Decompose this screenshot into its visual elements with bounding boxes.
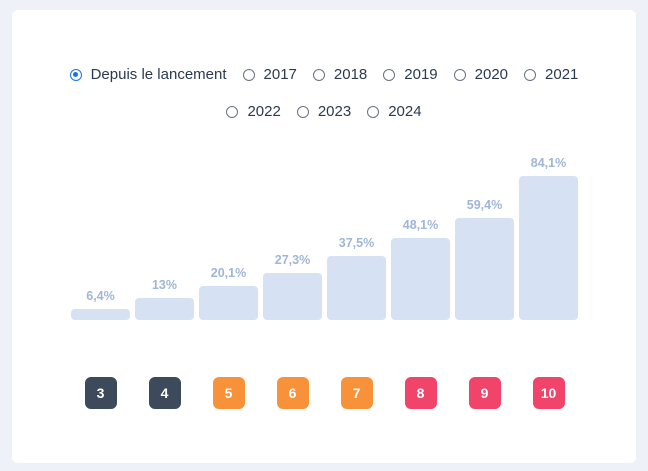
bar-value-label: 48,1% [402,217,439,232]
radio-2022[interactable]: 2022 [226,103,281,120]
radio-button-icon[interactable] [367,105,380,118]
radio-2021[interactable]: 2021 [524,66,578,83]
radio-label: Depuis le lancement [90,66,227,83]
category-badge-8: 8 [404,377,437,409]
radio-button-icon[interactable] [242,68,255,81]
period-radio-group-row-2: 2022 2023 2024 [0,103,648,120]
radio-2020[interactable]: 2020 [453,66,509,83]
category-badge-7: 7 [340,377,373,409]
radio-2019[interactable]: 2019 [383,66,438,83]
category-badge-9: 9 [468,377,501,409]
radio-button-icon[interactable] [296,105,309,118]
radio-button-icon[interactable] [69,68,82,81]
radio-2018[interactable]: 2018 [312,66,368,83]
radio-label: 2021 [545,66,579,83]
radio-label: 2017 [263,66,297,83]
radio-2023[interactable]: 2023 [296,103,352,120]
radio-depuis-le-lancement[interactable]: Depuis le lancement [69,66,227,83]
bar-4 [135,297,194,320]
bar-value-label: 6,4% [86,289,115,303]
radio-button-icon[interactable] [226,105,239,118]
radio-button-icon[interactable] [524,68,537,81]
period-radio-group-row-1: Depuis le lancement 2017 2018 2019 2020 … [0,66,648,83]
category-badge-5: 5 [212,377,245,409]
radio-label: 2020 [474,66,509,83]
category-badge-4: 4 [148,377,181,409]
bar-9 [455,218,514,320]
radio-button-icon[interactable] [312,68,325,81]
category-badge-3: 3 [84,377,117,409]
bar-8 [391,237,450,320]
radio-label: 2019 [404,66,438,83]
bar-value-label: 84,1% [530,156,567,170]
radio-label: 2022 [247,103,281,120]
bar-6 [263,273,322,320]
radio-button-icon[interactable] [383,68,396,81]
bar-value-label: 27,3% [274,253,311,268]
radio-2024[interactable]: 2024 [367,103,422,120]
bar-3 [71,309,130,320]
radio-label: 2024 [388,103,422,120]
bar-value-label: 13% [151,277,178,292]
bar-7 [327,255,386,320]
radio-label: 2018 [333,66,368,83]
radio-2017[interactable]: 2017 [242,66,297,83]
bar-value-label: 20,1% [210,265,247,280]
radio-label: 2023 [317,103,352,120]
bar-10 [519,176,578,320]
category-badge-10: 10 [532,377,565,409]
bar-5 [199,285,258,320]
bar-value-label: 37,5% [338,235,375,250]
category-badge-6: 6 [276,377,309,409]
bar-value-label: 59,4% [466,198,503,213]
radio-button-icon[interactable] [453,68,466,81]
